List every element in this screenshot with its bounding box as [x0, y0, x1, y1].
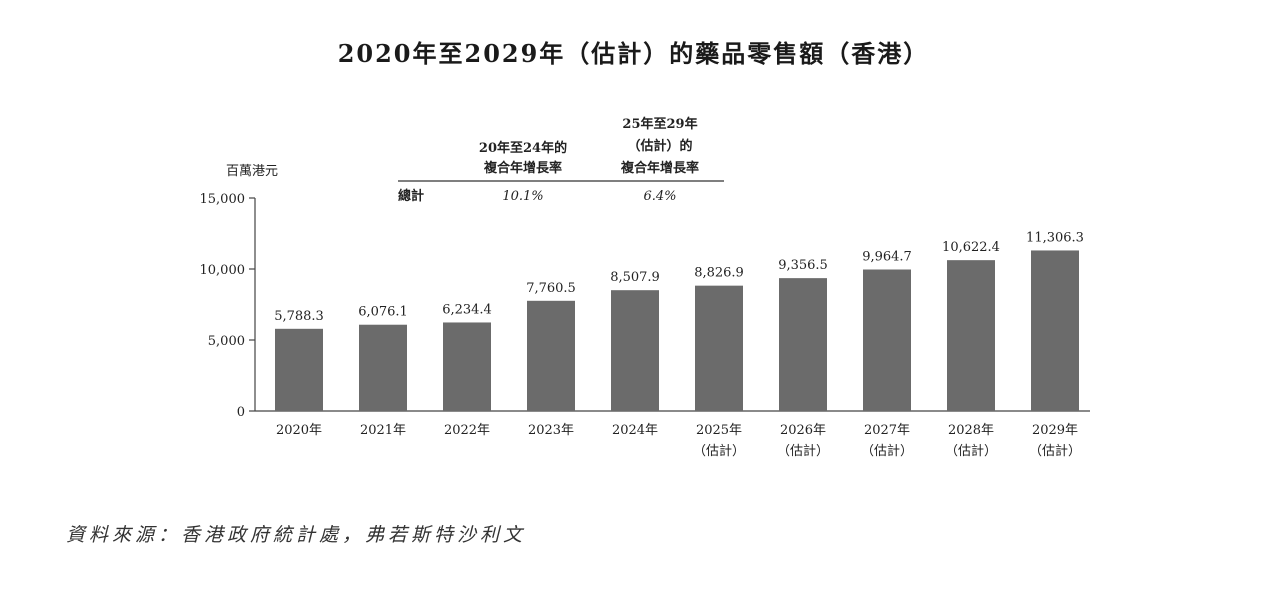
x-tick-label: 2021年 [360, 423, 406, 438]
bar [527, 300, 575, 411]
bar [863, 269, 911, 411]
bar-value-label: 8,826.9 [694, 266, 744, 281]
bar-value-label: 8,507.9 [610, 270, 660, 285]
bar [611, 290, 659, 411]
x-tick-labels: 2020年 2021年 2022年 2023年 2024年 2025年 （估計） 2026年 （… [276, 423, 1081, 459]
cagr-col1-header-line1: 20年至24年的 [479, 140, 567, 156]
x-tick-sublabel: （估計） [861, 443, 913, 459]
y-tick-label: 10,000 [200, 263, 246, 278]
x-tick-label: 2027年 [864, 423, 910, 438]
bar-value-label: 6,076.1 [358, 305, 408, 320]
x-tick-sublabel: （估計） [1029, 443, 1081, 459]
source-note: 資料來源：香港政府統計處，弗若斯特沙利文 [66, 524, 527, 546]
bar-value-label: 11,306.3 [1026, 230, 1084, 245]
x-tick-label: 2028年 [948, 423, 994, 438]
bar-value-label: 5,788.3 [274, 309, 324, 324]
cagr-row-label: 總計 [398, 188, 424, 204]
bar [359, 324, 407, 411]
bar-value-label: 6,234.4 [442, 302, 492, 317]
value-labels: 5,788.3 6,076.1 6,234.4 7,760.5 8,507.9 8,826… [274, 230, 1084, 323]
cagr-col2-header-line3: 複合年增長率 [620, 160, 699, 176]
y-ticks: 0 5,000 10,000 15,000 [200, 192, 255, 420]
cagr-table: 20年至24年的 複合年增長率 25年至29年 （估計）的 複合年增長率 總計 … [398, 116, 724, 204]
cagr-col2-header-line2: （估計）的 [627, 138, 692, 154]
x-tick-sublabel: （估計） [945, 443, 997, 459]
bar [443, 322, 491, 411]
x-tick-sublabel: （估計） [777, 443, 829, 459]
y-tick-label: 5,000 [208, 334, 245, 349]
bar [779, 278, 827, 411]
cagr-col1-value: 10.1% [502, 189, 543, 204]
x-tick-label: 2025年 [696, 423, 742, 438]
x-tick-label: 2020年 [276, 423, 322, 438]
cagr-col2-value: 6.4% [643, 189, 676, 204]
chart-title: 2020年至2029年（估計）的藥品零售額（香港） [337, 39, 930, 68]
y-axis-label: 百萬港元 [226, 164, 278, 179]
y-tick-label: 15,000 [200, 192, 246, 207]
bar-value-label: 10,622.4 [942, 240, 1000, 255]
y-tick-label: 0 [237, 405, 245, 420]
x-tick-sublabel: （估計） [693, 443, 745, 459]
bar [695, 285, 743, 411]
bar-value-label: 9,356.5 [778, 258, 828, 273]
x-tick-label: 2029年 [1032, 423, 1078, 438]
bar-value-label: 7,760.5 [526, 281, 576, 296]
bar [1031, 250, 1079, 411]
x-tick-label: 2023年 [528, 423, 574, 438]
cagr-col2-header-line1: 25年至29年 [622, 116, 697, 132]
x-tick-label: 2026年 [780, 423, 826, 438]
bar [275, 328, 323, 411]
x-tick-label: 2024年 [612, 423, 658, 438]
bar-value-label: 9,964.7 [862, 250, 912, 265]
x-tick-label: 2022年 [444, 423, 490, 438]
cagr-col1-header-line2: 複合年增長率 [483, 160, 562, 176]
bar [947, 260, 995, 411]
bars [275, 250, 1079, 411]
